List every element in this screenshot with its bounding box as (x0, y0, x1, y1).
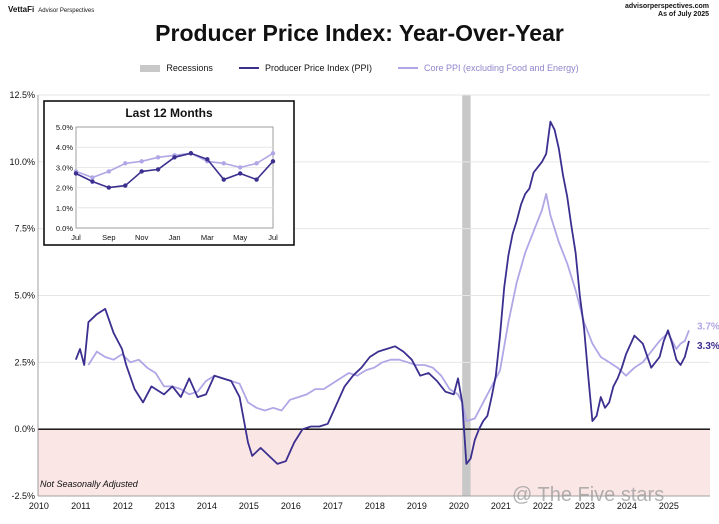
brand-sub: Advisor Perspectives (38, 8, 95, 14)
inset-y-tick-label: 0.0% (56, 224, 73, 233)
inset-x-tick-label: Nov (135, 233, 149, 242)
inset-title: Last 12 Months (125, 106, 213, 120)
x-tick-label: 2016 (281, 501, 301, 511)
watermark-text: @ The Five stars (512, 484, 665, 506)
source-date: As of July 2025 (658, 11, 709, 18)
inset-y-tick-label: 3.0% (56, 163, 73, 172)
legend: Recessions Producer Price Index (PPI) Co… (0, 63, 719, 73)
inset-x-tick-label: Sep (102, 233, 115, 242)
y-tick-label: 2.5% (14, 357, 35, 367)
y-tick-label: 7.5% (14, 224, 35, 234)
inset-core-ppi-point (155, 155, 161, 160)
inset-y-tick-label: 4.0% (56, 143, 73, 152)
legend-item-ppi: Producer Price Index (PPI) (238, 63, 372, 73)
x-tick-label: 2020 (449, 501, 469, 511)
inset-y-tick-label: 5.0% (56, 123, 73, 132)
inset-core-ppi-point (139, 159, 144, 164)
x-tick-label: 2021 (491, 501, 511, 511)
inset-y-tick-label: 2.0% (56, 184, 73, 193)
y-tick-label: 10.0% (9, 157, 35, 167)
x-tick-label: 2011 (71, 501, 90, 511)
inset-frame (43, 100, 295, 246)
legend-swatch-ppi (238, 67, 259, 69)
y-tick-label: -2.5% (11, 491, 35, 501)
inset-ppi-point (221, 177, 226, 182)
legend-label-recession: Recessions (166, 63, 213, 73)
inset-ppi-point (237, 171, 243, 176)
not-seasonally-adjusted-note: Not Seasonally Adjusted (40, 479, 138, 489)
source-note: advisorperspectives.com As of July 2025 (625, 3, 709, 19)
x-tick-label: 2024 (617, 501, 637, 511)
axes (37, 95, 710, 497)
inset-ppi-point (188, 151, 194, 156)
inset-ppi-point (155, 167, 161, 172)
inset-ppi-point (90, 179, 95, 184)
source-site: advisorperspectives.com (624, 3, 709, 10)
negative-band (38, 429, 710, 496)
inset-x-tick-label: Jul (71, 233, 81, 242)
inset-core-ppi-point (90, 175, 95, 180)
x-tick-label: 2018 (365, 501, 385, 511)
y-tick-label: 5.0% (14, 291, 35, 301)
x-tick-label: 2010 (29, 501, 49, 511)
x-tick-label: 2023 (575, 501, 595, 511)
inset-chart: 5.0%4.0%3.0%2.0%1.0%0.0%Jul Sep Nov Jan Mar M… (43, 100, 295, 246)
inset-core-ppi-point (254, 161, 259, 166)
inset-ppi-point (172, 155, 177, 160)
x-tick-label: 2017 (323, 501, 343, 511)
legend-item-core: Core PPI (excluding Food and Energy) (397, 63, 579, 73)
inset-x-tick-label: Mar (201, 233, 214, 242)
end-label: 3.3% (697, 341, 719, 352)
x-tick-label: 2025 (659, 501, 679, 511)
legend-label-ppi: Producer Price Index (PPI) (264, 63, 372, 73)
series-layer (74, 120, 690, 465)
inset-plot-area (75, 126, 274, 229)
end-label: 3.7% (697, 321, 719, 332)
brand-name: VettaFi (8, 5, 35, 14)
inset-ppi-point (139, 169, 144, 174)
inset-core-ppi-point (270, 151, 276, 156)
x-tick-label: 2013 (155, 501, 175, 511)
x-tick-label: 2022 (533, 501, 553, 511)
tick-labels: 12.5% 10.0% 7.5% 5.0% 2.5% 0.0% -2.5%2010 2011 2… (9, 90, 719, 511)
brand-logo: VettaFi Advisor Perspectives (8, 5, 94, 14)
inset-core-ppi-point (221, 161, 226, 166)
inset-ppi-point (123, 183, 128, 188)
chart-title: Producer Price Index: Year-Over-Year (155, 20, 564, 46)
inset-core-ppi-point (237, 165, 243, 170)
x-tick-label: 2012 (113, 501, 133, 511)
inset-x-tick-label: May (233, 233, 247, 242)
inset-x-tick-label: Jan (168, 233, 180, 242)
inset-x-tick-label: Jul (268, 233, 278, 242)
x-tick-label: 2015 (239, 501, 259, 511)
legend-swatch-recession (140, 64, 161, 72)
inset-ppi-point (205, 157, 210, 162)
x-tick-label: 2014 (197, 501, 217, 511)
y-tick-label: 12.5% (9, 90, 35, 100)
legend-item-recession: Recessions (140, 63, 213, 73)
inset-ppi-point (254, 177, 259, 182)
x-tick-label: 2019 (407, 501, 427, 511)
inset-core-ppi-point (123, 161, 128, 166)
inset-core-ppi-point (106, 169, 112, 174)
inset-ppi-point (73, 171, 79, 176)
legend-label-core: Core PPI (excluding Food and Energy) (423, 63, 579, 73)
legend-swatch-core (397, 67, 418, 69)
inset-y-tick-label: 1.0% (56, 204, 73, 213)
inset-ppi-point (106, 185, 112, 190)
y-tick-label: 0.0% (14, 424, 35, 434)
inset-ppi-point (270, 159, 276, 164)
series-ppi-line (74, 120, 690, 465)
